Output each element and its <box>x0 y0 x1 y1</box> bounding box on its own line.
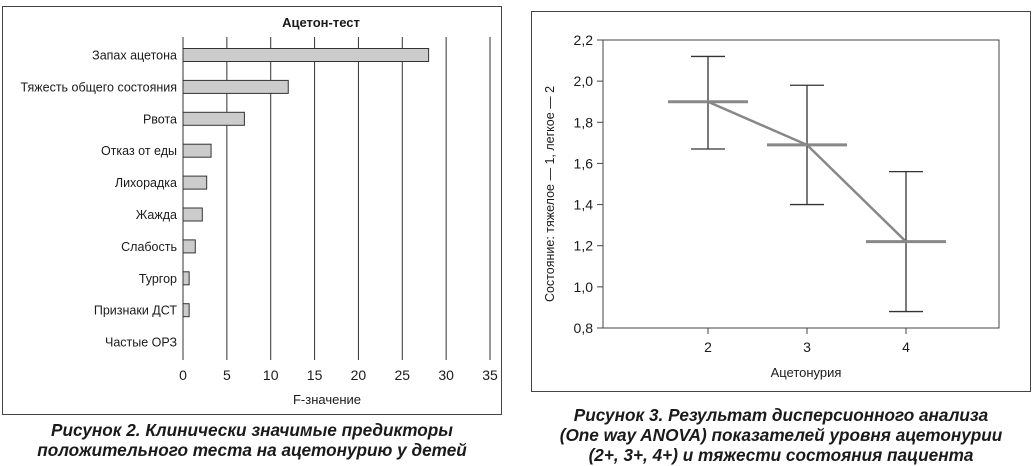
y-tick-label: 1,0 <box>574 279 594 295</box>
bar <box>182 79 289 94</box>
x-tick-label: 3 <box>803 339 811 355</box>
category-label: Тургор <box>139 272 177 286</box>
x-tick-label: 0 <box>179 367 187 383</box>
category-label: Слабость <box>121 240 177 254</box>
y-tick-label: 0,8 <box>574 320 594 336</box>
y-tick-label: 2,0 <box>574 73 594 89</box>
category-label: Тяжесть общего состояния <box>21 80 177 94</box>
caption-line: Рисунок 3. Результат дисперсионного анал… <box>573 405 989 425</box>
category-label: Отказ от еды <box>101 144 177 158</box>
plot-frame <box>602 39 1000 329</box>
bar-chart: Ацетон-тест 0 5 10 15 20 25 30 35 Запах ацетона Тя… <box>21 15 498 407</box>
x-tick-label: 30 <box>438 367 454 383</box>
category-label: Частые ОРЗ <box>105 336 177 350</box>
caption-line: Рисунок 2. Клинически значимые предиктор… <box>51 420 453 440</box>
x-axis-label: Ацетонурия <box>771 365 842 380</box>
bar <box>182 143 212 158</box>
x-tick-label: 2 <box>704 339 712 355</box>
x-tick-label: 10 <box>263 367 279 383</box>
caption-line: положительного теста на ацетонурию у дет… <box>37 440 467 460</box>
bar <box>182 271 190 286</box>
figure-2-caption: Рисунок 2. Клинически значимые предиктор… <box>2 420 502 460</box>
figure-3-caption: Рисунок 3. Результат дисперсионного анал… <box>531 405 1031 465</box>
bar <box>182 207 203 222</box>
y-tick-label: 1,4 <box>574 197 594 213</box>
category-label: Жажда <box>136 208 177 222</box>
x-axis-label: F-значение <box>293 392 361 407</box>
x-tick-label: 25 <box>394 367 410 383</box>
figure-3-panel: 0,8 1,0 1,2 1,4 1,6 1,8 2,0 2,2 2 3 4 Ацетонурия Сос… <box>531 11 1031 392</box>
category-label: Признаки ДСТ <box>94 304 178 318</box>
category-label: Запах ацетона <box>92 49 177 63</box>
x-tick-label: 4 <box>902 339 910 355</box>
x-tick-label: 15 <box>307 367 323 383</box>
bar <box>182 239 196 254</box>
bar <box>182 111 245 126</box>
anova-chart: 0,8 1,0 1,2 1,4 1,6 1,8 2,0 2,2 2 3 4 Ацетонурия Сос… <box>543 32 1000 380</box>
chart-title: Ацетон-тест <box>282 15 360 30</box>
y-tick-label: 2,2 <box>574 32 594 48</box>
x-tick-label: 20 <box>351 367 367 383</box>
bar <box>182 175 208 190</box>
caption-line: (One way ANOVA) показателей уровня ацето… <box>559 425 1003 445</box>
y-axis-label: Состояние: тяжелое — 1, легкое — 2 <box>543 86 557 302</box>
y-tick-label: 1,6 <box>574 155 594 171</box>
x-tick-label: 5 <box>223 367 231 383</box>
bar <box>182 303 190 318</box>
figure-2-panel: Ацетон-тест 0 5 10 15 20 25 30 35 Запах ацетона Тя… <box>2 6 502 415</box>
category-label: Лихорадка <box>115 176 177 190</box>
caption-line: (2+, 3+, 4+) и тяжести состояния пациент… <box>588 445 974 465</box>
category-label: Рвота <box>143 112 177 126</box>
bar <box>182 48 430 62</box>
y-tick-label: 1,8 <box>574 114 594 130</box>
y-tick-label: 1,2 <box>574 238 594 254</box>
x-tick-label: 35 <box>482 367 498 383</box>
